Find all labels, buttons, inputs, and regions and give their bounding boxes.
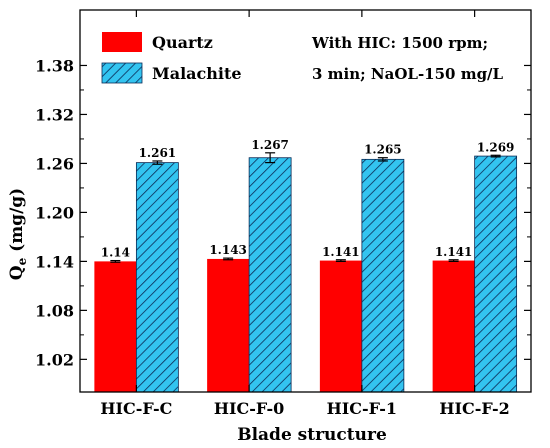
x-category-label: HIC-F-2 [439,399,509,418]
y-tick-label: 1.32 [35,105,74,124]
plot-frame [79,9,532,393]
bar-quartz [207,258,250,392]
y-tick-label: 1.08 [35,301,74,320]
value-labels-layer: 1.14 1.261 1.143 1.267 1.141 1.265 1.141 1.269 [101,138,515,260]
error-bars-layer [110,152,501,263]
y-tick-label: 1.02 [35,350,74,369]
x-category-label: HIC-F-C [100,399,172,418]
x-category-label: HIC-F-1 [327,399,397,418]
value-label-malachite: 1.267 [251,138,289,152]
y-tick-label: 1.20 [35,203,74,222]
annotation: With HIC: 1500 rpm; 3 min; NaOL-150 mg/L [311,34,504,83]
bar-quartz [432,260,475,392]
bar-malachite [135,162,179,393]
legend-label-quartz: Quartz [152,33,213,52]
bar-malachite [248,157,292,393]
bars-layer [94,155,518,393]
bar-malachite [474,155,518,393]
y-axis-title: Qe (mg/g) [7,188,29,280]
legend-swatch-malachite [101,62,143,84]
y-tick-label: 1.38 [35,56,74,75]
y-tick-label: 1.26 [35,154,74,173]
value-label-malachite: 1.261 [139,146,177,160]
x-axis-title: Blade structure [237,425,387,445]
value-label-malachite: 1.269 [477,140,515,154]
x-category-label: HIC-F-0 [214,399,284,418]
value-label-quartz: 1.143 [209,243,247,257]
legend-label-malachite: Malachite [152,64,242,83]
bar-quartz [94,261,137,392]
y-axis-ticks: 1.02 1.08 1.14 1.20 1.26 1.32 1.38 [35,56,531,369]
annotation-line-1: With HIC: 1500 rpm; [311,34,488,52]
annotation-line-2: 3 min; NaOL-150 mg/L [312,65,504,83]
value-label-quartz: 1.141 [435,245,473,259]
x-axis-ticks: HIC-F-C HIC-F-0 HIC-F-1 HIC-F-2 [100,10,510,418]
legend: Quartz Malachite [101,32,242,84]
bar-quartz [319,260,362,392]
legend-swatch-quartz [102,32,142,52]
value-label-malachite: 1.265 [364,143,402,157]
y-tick-label: 1.14 [35,252,74,271]
bar-malachite [361,158,405,393]
value-label-quartz: 1.141 [322,245,360,259]
value-label-quartz: 1.14 [101,246,130,260]
